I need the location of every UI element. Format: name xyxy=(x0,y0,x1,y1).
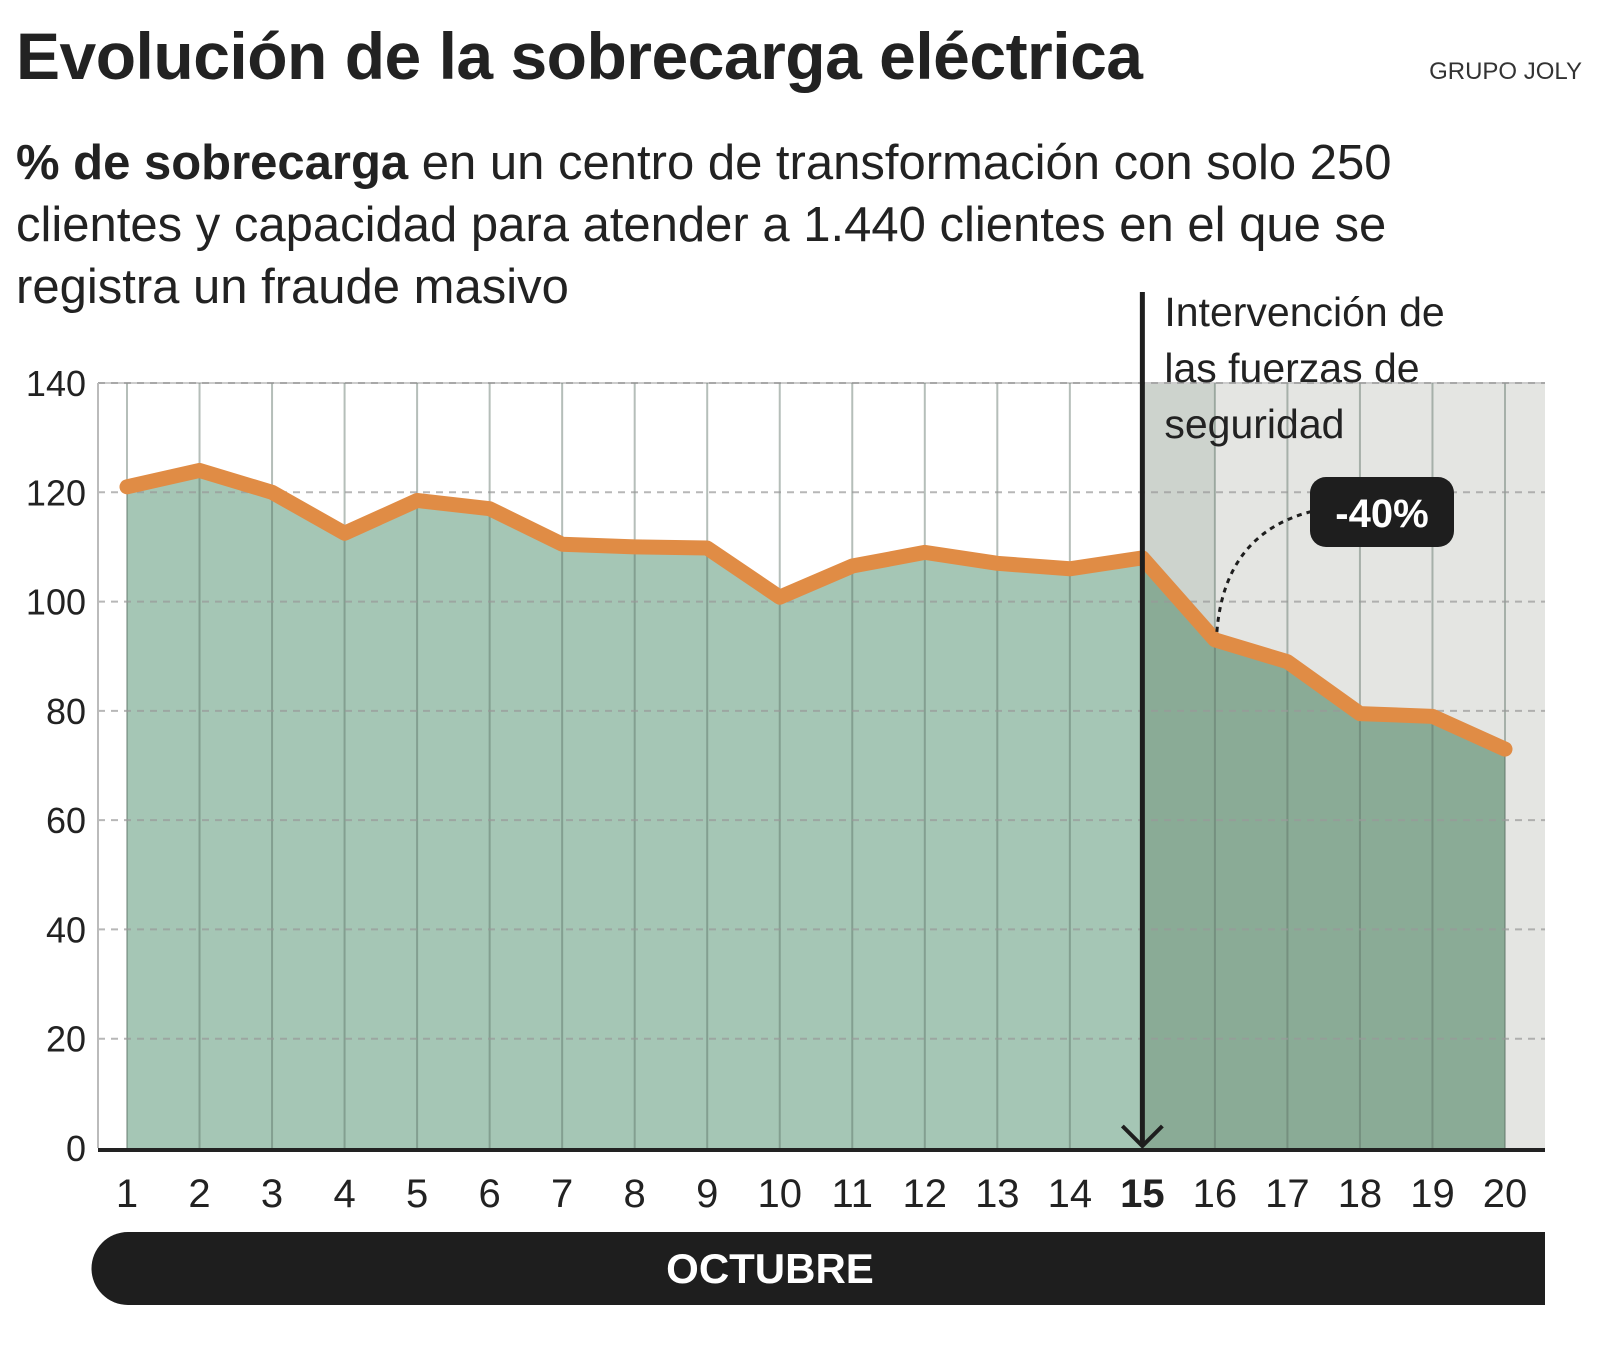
x-tick-label: 13 xyxy=(975,1172,1020,1216)
change-badge xyxy=(1310,477,1454,547)
y-tick-label: 80 xyxy=(46,691,86,732)
y-tick-label: 20 xyxy=(46,1019,86,1060)
x-tick-label: 1 xyxy=(116,1172,138,1216)
x-tick-label: 7 xyxy=(551,1172,573,1216)
y-tick-label: 0 xyxy=(66,1128,86,1169)
x-tick-label: 3 xyxy=(261,1172,283,1216)
x-tick-label: 14 xyxy=(1048,1172,1093,1216)
x-tick-label: 15 xyxy=(1120,1172,1165,1216)
x-axis-label: OCTUBRE xyxy=(666,1245,874,1292)
change-connector xyxy=(1215,508,1319,632)
source-label: GRUPO JOLY xyxy=(1429,58,1582,85)
x-tick-label: 4 xyxy=(333,1172,355,1216)
x-tick-label: 5 xyxy=(406,1172,428,1216)
intervention-annotation: seguridad xyxy=(1164,401,1344,447)
chart-subtitle: % de sobrecarga en un centro de transfor… xyxy=(16,132,1496,318)
x-tick-label: 16 xyxy=(1193,1172,1238,1216)
y-tick-label: 120 xyxy=(26,472,86,513)
x-tick-label: 12 xyxy=(903,1172,948,1216)
x-tick-label: 19 xyxy=(1410,1172,1455,1216)
series-line xyxy=(119,462,1513,757)
x-tick-label: 2 xyxy=(188,1172,210,1216)
x-tick-label: 8 xyxy=(624,1172,646,1216)
area-fill xyxy=(127,470,1143,1148)
x-tick-label: 11 xyxy=(831,1172,873,1216)
change-badge-label: -40% xyxy=(1335,492,1428,536)
intervention-annotation: las fuerzas de xyxy=(1164,345,1419,391)
y-tick-label: 100 xyxy=(26,582,86,623)
x-tick-label: 17 xyxy=(1265,1172,1310,1216)
x-tick-label: 10 xyxy=(757,1172,802,1216)
x-tick-label: 9 xyxy=(696,1172,718,1216)
subtitle-bold: % de sobrecarga xyxy=(16,136,409,190)
subtitle-text: en un centro de transformación con solo … xyxy=(16,136,1392,314)
intervention-annotation: Intervención de xyxy=(1164,289,1444,335)
area-fill-after xyxy=(1142,557,1505,1148)
y-tick-label: 40 xyxy=(46,909,86,950)
chart-title: Evolución de la sobrecarga eléctrica xyxy=(16,19,1143,93)
month-bar xyxy=(91,1232,1545,1305)
y-tick-label: 60 xyxy=(46,800,86,841)
x-tick-label: 6 xyxy=(479,1172,501,1216)
x-tick-label: 18 xyxy=(1338,1172,1383,1216)
y-tick-label: 140 xyxy=(26,363,86,404)
x-tick-label: 20 xyxy=(1483,1172,1528,1216)
arrow-down-icon xyxy=(1120,1124,1164,1149)
